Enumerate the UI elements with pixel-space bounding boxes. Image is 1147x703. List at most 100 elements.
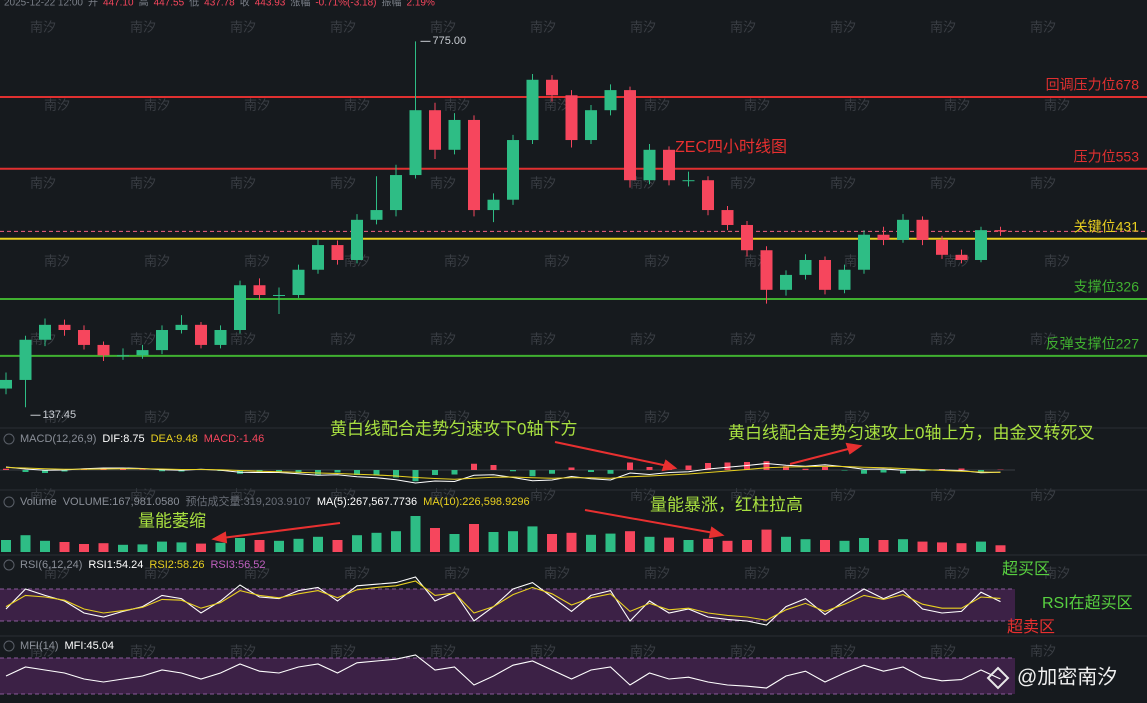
level-label: 关键位431 [1074, 218, 1140, 234]
volume-bar [859, 538, 869, 552]
watermark: 南汐 [1030, 19, 1056, 34]
candle-body [136, 350, 149, 356]
watermark: 南汐 [230, 331, 256, 346]
watermark: 南汐 [644, 97, 670, 112]
volume-bar [352, 535, 362, 552]
legend-text: RSI(6,12,24) [20, 559, 82, 571]
watermark: 南汐 [430, 487, 456, 502]
level-label: 支撑位326 [1074, 279, 1140, 295]
macd-bar [42, 470, 48, 473]
volume-bar [196, 543, 206, 552]
watermark: 南汐 [930, 331, 956, 346]
candle-body [858, 234, 870, 270]
volume-bar [313, 536, 323, 552]
candle-body [448, 119, 461, 150]
watermark: 南汐 [130, 643, 156, 658]
volume-bar [547, 534, 557, 552]
watermark: 南汐 [630, 331, 656, 346]
macd-bar [22, 470, 29, 472]
watermark: 南汐 [730, 19, 756, 34]
candle-body [351, 219, 363, 260]
watermark: 南汐 [644, 409, 670, 424]
header-text: 低 [189, 0, 199, 9]
macd-bar [627, 462, 633, 470]
watermark: 南汐 [330, 331, 356, 346]
candle-body [234, 285, 246, 331]
watermark: 南汐 [830, 175, 856, 190]
watermark: 南汐 [544, 253, 570, 268]
watermark: 南汐 [44, 409, 70, 424]
legend-text: MA(5):267,567.7736 [317, 496, 417, 508]
legend-text: RSI1:54.24 [88, 559, 143, 571]
macd-bar [61, 470, 68, 472]
watermark: 南汐 [644, 253, 670, 268]
header-text: 开 [88, 0, 98, 9]
extreme-label: 137.45 [43, 409, 77, 421]
watermark: 南汐 [530, 331, 556, 346]
volume-bar [449, 534, 460, 552]
watermark: 南汐 [844, 97, 870, 112]
watermark: 南汐 [830, 331, 856, 346]
volume-bar [488, 532, 499, 552]
macd-bar [510, 470, 516, 472]
watermark: 南汐 [330, 175, 356, 190]
macd-bar [822, 467, 828, 470]
volume-bar [508, 531, 518, 552]
volume-bar [644, 536, 655, 552]
annotation: 黄白线配合走势匀速攻上0轴上方，由金叉转死叉 [728, 423, 1094, 442]
candle-body [643, 149, 656, 181]
watermark: 南汐 [830, 643, 856, 658]
volume-bar [664, 537, 674, 552]
volume-bar [781, 536, 791, 552]
macd-bar [841, 470, 848, 471]
watermark: 南汐 [544, 97, 570, 112]
macd-bar [685, 465, 692, 470]
candle-body [760, 250, 773, 290]
watermark: 南汐 [1044, 253, 1070, 268]
volume-bar [820, 540, 830, 552]
watermark: 南汐 [730, 487, 756, 502]
watermark: 南汐 [544, 565, 570, 580]
watermark: 南汐 [30, 19, 56, 34]
candle-body [955, 254, 968, 260]
watermark: 南汐 [130, 175, 156, 190]
watermark: 南汐 [130, 19, 156, 34]
macd-bar [159, 470, 165, 472]
watermark: 南汐 [230, 643, 256, 658]
volume-bar [469, 524, 479, 552]
legend-text: DEA:9.48 [151, 433, 198, 445]
annotation: 量能暴涨，红柱拉高 [650, 495, 803, 514]
candle-body [994, 230, 1007, 232]
candle-body [624, 90, 636, 181]
volume-bar [703, 538, 713, 552]
candle-body [39, 324, 51, 340]
candle-body [78, 330, 90, 345]
macd-bar [724, 462, 731, 470]
legend-text: DIF:8.75 [102, 433, 144, 445]
legend-text: MFI:45.04 [65, 640, 115, 652]
legend-text: MA(10):226,598.9296 [423, 496, 529, 508]
watermark: 南汐 [344, 97, 370, 112]
volume-bar [898, 539, 908, 552]
candle-body [799, 259, 812, 275]
volume-bar [605, 533, 616, 552]
annotation: 黄白线配合走势匀速攻下0轴下方 [330, 419, 577, 438]
watermark: 南汐 [44, 253, 70, 268]
watermark: 南汐 [430, 175, 456, 190]
volume-bar [956, 543, 967, 552]
macd-bar [861, 470, 867, 474]
volume-bar [683, 540, 694, 552]
candle-body [292, 269, 305, 295]
watermark: 南汐 [144, 409, 170, 424]
arrowhead [708, 526, 725, 539]
volume-bar [761, 529, 772, 552]
annotation: RSI在超买区 [1042, 594, 1133, 612]
volume-bar [527, 526, 538, 552]
band [0, 658, 1015, 694]
macd-bar [978, 470, 984, 472]
volume-bar [40, 540, 50, 552]
legend-text: 预估成交量:319,203.9107 [186, 494, 311, 508]
candle-body [468, 119, 480, 211]
annotation: ZEC四小时线图 [675, 138, 787, 156]
